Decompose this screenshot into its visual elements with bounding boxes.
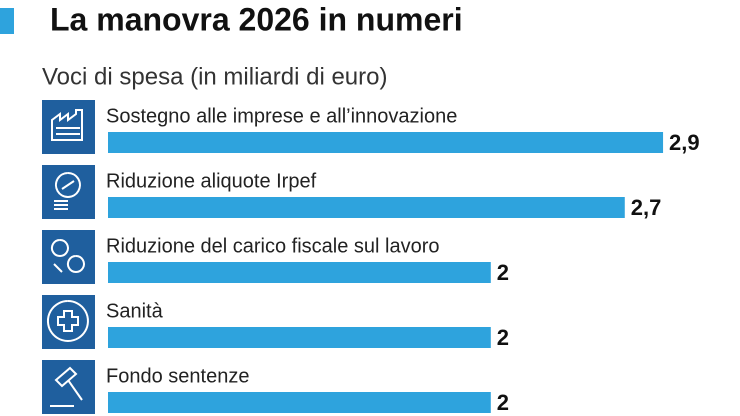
value-label: 2 xyxy=(497,390,509,415)
icon-glyph xyxy=(51,239,85,273)
icon-box xyxy=(42,230,95,284)
bar xyxy=(108,262,491,283)
category-label: Sanità xyxy=(106,300,164,322)
icon-glyph xyxy=(47,300,89,342)
bar xyxy=(108,197,625,218)
value-label: 2 xyxy=(497,325,509,350)
category-label: Riduzione aliquote Irpef xyxy=(106,170,317,192)
value-label: 2 xyxy=(497,260,509,285)
bar xyxy=(108,132,664,153)
category-label: Fondo sentenze xyxy=(106,365,249,387)
bar xyxy=(108,327,491,348)
category-icon xyxy=(42,230,95,284)
category-icon xyxy=(42,295,95,349)
chart-subtitle: Voci di spesa (in miliardi di euro) xyxy=(42,63,387,90)
category-icon xyxy=(42,165,95,219)
icon-glyph xyxy=(51,109,83,141)
category-label: Sostegno alle imprese e all’innovazione xyxy=(106,105,457,127)
value-label: 2,7 xyxy=(631,195,662,220)
category-label: Riduzione del carico fiscale sul lavoro xyxy=(106,235,440,257)
icons xyxy=(42,100,95,414)
icon-glyph xyxy=(50,366,83,407)
category-icon xyxy=(42,360,95,414)
chart-title: La manovra 2026 in numeri xyxy=(50,1,463,37)
value-label: 2,9 xyxy=(669,130,700,155)
icon-glyph xyxy=(54,172,81,210)
bar xyxy=(108,392,491,413)
title-accent xyxy=(0,8,14,34)
category-icon xyxy=(42,100,95,154)
